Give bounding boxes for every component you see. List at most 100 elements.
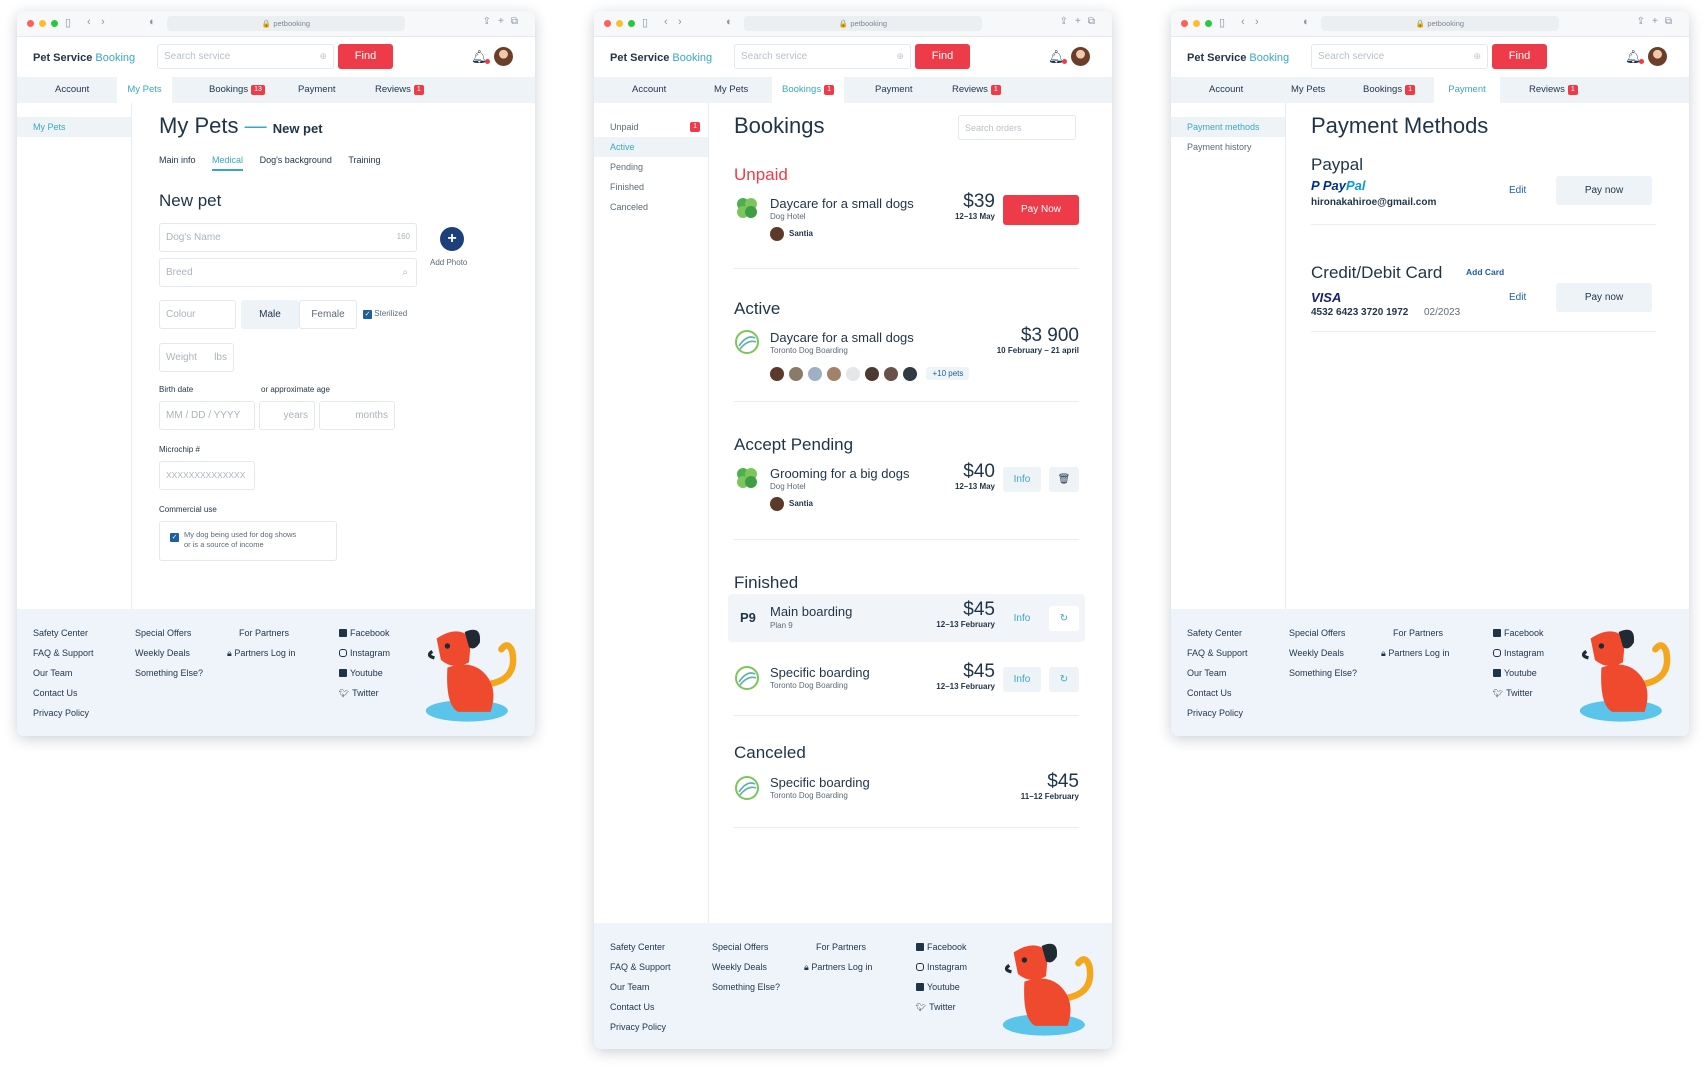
back-icon[interactable]: ‹ (664, 16, 668, 28)
sidebar-toggle-icon[interactable]: ▯ (642, 17, 649, 29)
tab-reviews[interactable]: Reviews 1 (1529, 77, 1578, 103)
sidebar-item-payment-methods[interactable]: Payment methods (1171, 117, 1285, 137)
female-toggle[interactable]: Female (299, 300, 357, 329)
address-bar[interactable]: 🔒 petbooking (744, 16, 982, 31)
booking-card-finished[interactable]: Specific boarding Toronto Dog Boarding $… (734, 659, 1079, 707)
sterilized-checkbox[interactable]: ✓ Sterilized (363, 309, 408, 319)
search-input[interactable]: Search service ⊕ (157, 44, 334, 69)
bell-icon[interactable]: 🔔︎ (1048, 49, 1067, 64)
footer-link[interactable]: Privacy Policy (1187, 708, 1244, 718)
edit-card-link[interactable]: Edit (1509, 292, 1527, 303)
tab-reviews[interactable]: Reviews 1 (952, 77, 1001, 103)
service-name[interactable]: Grooming for a big dogs (770, 466, 910, 481)
breed-field[interactable]: Breed ⌕ (159, 258, 417, 287)
tab-payment[interactable]: Payment (1434, 77, 1500, 103)
footer-link[interactable]: FAQ & Support (33, 648, 94, 658)
dog-name-field[interactable]: Dog's Name 160 (159, 223, 417, 252)
footer-link[interactable]: Weekly Deals (712, 962, 767, 972)
footer-link[interactable]: Privacy Policy (610, 1022, 667, 1032)
footer-link[interactable]: Contact Us (33, 688, 78, 698)
footer-link[interactable]: Special Offers (135, 628, 192, 638)
footer-link[interactable]: Special Offers (712, 942, 769, 952)
sidebar-item-my-pets[interactable]: My Pets (17, 117, 131, 137)
footer-link[interactable]: Youtube (339, 663, 390, 683)
male-toggle[interactable]: Male (241, 300, 299, 329)
window-controls[interactable] (604, 20, 635, 27)
footer-link[interactable]: Safety Center (1187, 628, 1243, 638)
footer-link[interactable]: For Partners (1393, 628, 1444, 638)
service-name[interactable]: Main boarding (770, 604, 853, 619)
search-orders-input[interactable]: Search orders (958, 115, 1076, 140)
tab-my-pets[interactable]: My Pets (117, 77, 172, 103)
edit-paypal-link[interactable]: Edit (1509, 185, 1527, 196)
footer-link[interactable]: Weekly Deals (135, 648, 190, 658)
service-name[interactable]: Daycare for a small dogs (770, 196, 914, 211)
footer-link[interactable]: 🔒︎ Partners Log in (804, 962, 873, 972)
footer-link[interactable]: Our Team (610, 982, 650, 992)
service-name[interactable]: Daycare for a small dogs (770, 330, 914, 345)
footer-link[interactable]: Contact Us (610, 1002, 655, 1012)
footer-link[interactable]: Instagram (916, 957, 967, 977)
sidebar-toggle-icon[interactable]: ▯ (65, 17, 72, 29)
search-input[interactable]: Search service ⊕ (734, 44, 911, 69)
tab-bookings[interactable]: Bookings 1 (1363, 77, 1415, 103)
address-bar[interactable]: 🔒 petbooking (167, 16, 405, 31)
subtab-medical[interactable]: Medical (212, 155, 244, 171)
info-button[interactable]: Info (1003, 667, 1041, 692)
back-icon[interactable]: ‹ (1241, 16, 1245, 28)
footer-link[interactable]: Something Else? (1289, 668, 1358, 678)
refresh-icon[interactable]: ↻ (1049, 667, 1079, 692)
years-field[interactable]: years (259, 401, 315, 430)
footer-link[interactable]: 🐦︎ Twitter (339, 688, 379, 698)
booking-card-canceled[interactable]: Specific boarding Toronto Dog Boarding $… (734, 771, 1079, 819)
footer-link[interactable]: Our Team (33, 668, 73, 678)
footer-link[interactable]: 🔒︎ Partners Log in (1381, 648, 1450, 658)
footer-link[interactable]: Facebook (339, 623, 390, 643)
subtab-dogs-background[interactable]: Dog's background (259, 155, 332, 165)
bell-icon[interactable]: 🔔︎ (1625, 49, 1644, 64)
footer-link[interactable]: Youtube (916, 977, 967, 997)
months-field[interactable]: months (319, 401, 395, 430)
footer-link[interactable]: Instagram (339, 643, 390, 663)
plus-icon[interactable]: + (440, 227, 464, 251)
footer-link[interactable]: 🔒︎ Partners Log in (227, 648, 296, 658)
footer-link[interactable]: Youtube (1493, 663, 1544, 683)
weight-field[interactable]: Weight lbs (159, 343, 234, 372)
browser-actions-icons[interactable]: ⇪+⧉ (482, 16, 525, 27)
tab-my-pets[interactable]: My Pets (1291, 84, 1326, 95)
footer-link[interactable]: FAQ & Support (610, 962, 671, 972)
find-button[interactable]: Find (338, 44, 393, 69)
tab-payment[interactable]: Payment (298, 84, 336, 95)
trash-icon[interactable]: 🗑︎ (1049, 467, 1079, 492)
footer-link[interactable]: 🐦︎ Twitter (1493, 688, 1533, 698)
tab-reviews[interactable]: Reviews 1 (375, 77, 424, 103)
forward-icon[interactable]: › (101, 16, 105, 28)
footer-link[interactable]: Facebook (1493, 623, 1544, 643)
tab-account[interactable]: Account (632, 84, 667, 95)
footer-link[interactable]: Contact Us (1187, 688, 1232, 698)
footer-link[interactable]: For Partners (239, 628, 290, 638)
footer-link[interactable]: Something Else? (135, 668, 204, 678)
add-photo-label[interactable]: Add Photo (430, 258, 468, 267)
footer-link[interactable]: 🐦︎ Twitter (916, 1002, 956, 1012)
booking-card-unpaid[interactable]: Daycare for a small dogs Dog Hotel Santi… (734, 191, 1079, 251)
sidebar-item-payment-history[interactable]: Payment history (1187, 142, 1252, 152)
footer-link[interactable]: Special Offers (1289, 628, 1346, 638)
forward-icon[interactable]: › (1255, 16, 1259, 28)
more-pets-badge[interactable]: +10 pets (926, 367, 970, 381)
brand-logo[interactable]: Pet Service Booking (33, 52, 136, 64)
booking-card-pending[interactable]: Grooming for a big dogs Dog Hotel Santia… (734, 461, 1079, 521)
booking-card-finished[interactable]: P9 Main boarding Plan 9 $45 12–13 Februa… (728, 594, 1085, 642)
footer-link[interactable]: Instagram (1493, 643, 1544, 663)
tab-bookings[interactable]: Bookings 1 (772, 77, 844, 103)
footer-link[interactable]: Facebook (916, 937, 967, 957)
back-icon[interactable]: ‹ (87, 16, 91, 28)
avatar[interactable] (1648, 47, 1667, 66)
footer-link[interactable]: For Partners (816, 942, 867, 952)
bell-icon[interactable]: 🔔︎ (471, 49, 490, 64)
window-controls[interactable] (1181, 20, 1212, 27)
footer-link[interactable]: Weekly Deals (1289, 648, 1344, 658)
service-name[interactable]: Specific boarding (770, 665, 870, 680)
birth-date-field[interactable]: MM / DD / YYYY (159, 401, 255, 430)
info-button[interactable]: Info (1003, 606, 1041, 631)
